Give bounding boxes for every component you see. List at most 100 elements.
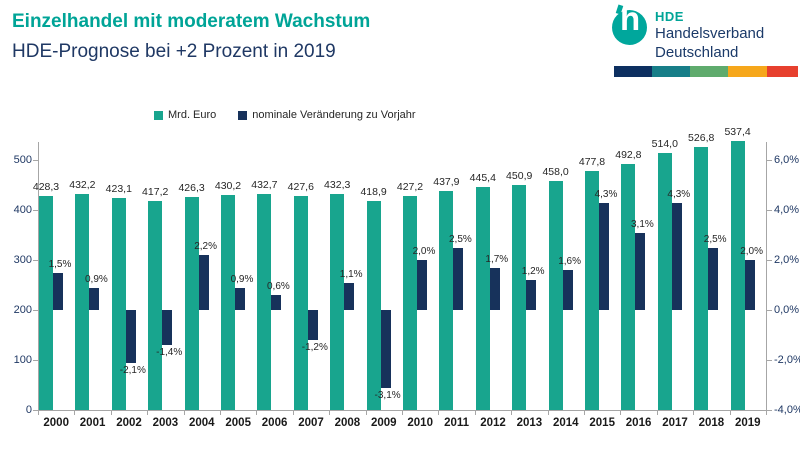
year-label-2016: 2016 bbox=[625, 417, 652, 429]
change-bar-2003 bbox=[162, 310, 173, 345]
left-axis-tick bbox=[33, 360, 38, 361]
x-axis-tick bbox=[547, 411, 549, 415]
left-axis-tick bbox=[33, 260, 38, 261]
revenue-label-2003: 417,2 bbox=[142, 186, 169, 199]
x-axis-tick bbox=[220, 411, 221, 415]
change-label-2014: 1,6% bbox=[558, 256, 581, 267]
logo-name-line2: Deutschland bbox=[655, 44, 739, 61]
year-label-2017: 2017 bbox=[662, 417, 688, 429]
x-axis-tick bbox=[438, 411, 440, 415]
legend-label-revenue: Mrd. Euro bbox=[168, 109, 217, 121]
change-label-2016: 3,1% bbox=[630, 218, 654, 230]
page-title: Einzelhandel mit moderatem Wachstum bbox=[12, 11, 371, 32]
change-bar-2001 bbox=[89, 287, 100, 310]
x-axis-line bbox=[38, 410, 767, 411]
revenue-bar-2009 bbox=[366, 200, 381, 410]
left-axis-label: 400 bbox=[13, 204, 32, 216]
change-label-2011: 2,5% bbox=[448, 233, 472, 245]
revenue-bar-2001 bbox=[75, 193, 90, 410]
revenue-label-2011: 437,9 bbox=[433, 176, 460, 189]
year-label-2007: 2007 bbox=[298, 417, 324, 429]
x-axis-tick bbox=[365, 411, 367, 415]
hde-logo-icon: h bbox=[612, 2, 647, 45]
revenue-bar-2011 bbox=[439, 191, 454, 410]
brand-stripe-segment bbox=[767, 66, 798, 77]
revenue-label-2000: 428,3 bbox=[32, 180, 60, 193]
change-bar-2006 bbox=[271, 295, 282, 310]
revenue-label-2009: 418,9 bbox=[360, 185, 387, 198]
year-label-2002: 2002 bbox=[116, 417, 142, 429]
right-axis-tick bbox=[767, 160, 772, 161]
change-bar-2019 bbox=[744, 260, 755, 310]
year-label-2011: 2011 bbox=[444, 417, 470, 429]
change-label-2017: 4,3% bbox=[667, 188, 691, 200]
year-label-2008: 2008 bbox=[334, 417, 361, 429]
change-bar-2018 bbox=[708, 247, 719, 310]
left-axis-tick bbox=[33, 160, 38, 161]
change-label-2012: 1,7% bbox=[485, 253, 509, 265]
logo-h-letter: h bbox=[620, 0, 641, 37]
change-bar-2007 bbox=[307, 310, 318, 340]
right-axis-label: 6,0% bbox=[774, 154, 800, 166]
x-axis-tick bbox=[38, 411, 39, 415]
revenue-bar-2019 bbox=[730, 141, 745, 410]
change-label-2005: 0,9% bbox=[230, 273, 254, 285]
revenue-label-2012: 445,4 bbox=[469, 172, 496, 185]
revenue-label-2016: 492,8 bbox=[615, 148, 642, 161]
revenue-label-2017: 514,0 bbox=[651, 138, 678, 150]
year-label-2006: 2006 bbox=[261, 417, 288, 429]
right-axis-label: 2,0% bbox=[774, 254, 800, 266]
year-label-2015: 2015 bbox=[589, 417, 615, 429]
right-axis-label: 0,0% bbox=[774, 304, 800, 316]
change-label-2002: -2,1% bbox=[119, 364, 146, 376]
revenue-bar-2017 bbox=[657, 153, 672, 410]
x-axis-tick bbox=[620, 411, 622, 415]
change-bar-2008 bbox=[344, 282, 355, 310]
chart-legend: Mrd. Euro nominale Veränderung zu Vorjah… bbox=[154, 109, 416, 121]
revenue-bar-2018 bbox=[694, 146, 709, 410]
change-bar-2002 bbox=[125, 310, 136, 363]
year-label-2004: 2004 bbox=[188, 417, 215, 429]
year-label-2003: 2003 bbox=[152, 417, 179, 429]
left-axis-label: 300 bbox=[13, 254, 32, 266]
x-axis-tick bbox=[656, 411, 658, 415]
change-label-2006: 0,6% bbox=[266, 281, 290, 292]
brand-stripe-segment bbox=[728, 66, 767, 77]
hde-logo-text: HDE Handelsverband Deutschland bbox=[655, 9, 764, 62]
change-label-2010: 2,0% bbox=[412, 246, 436, 257]
logo-name-line1: Handelsverband bbox=[655, 25, 765, 42]
left-axis-line bbox=[38, 142, 39, 410]
revenue-label-2007: 427,6 bbox=[287, 181, 314, 194]
year-label-2005: 2005 bbox=[225, 417, 251, 429]
change-label-2007: -1,2% bbox=[301, 342, 328, 353]
year-label-2012: 2012 bbox=[480, 417, 506, 429]
x-axis-tick bbox=[511, 411, 513, 415]
revenue-bar-2016 bbox=[621, 163, 636, 410]
change-bar-2004 bbox=[198, 255, 209, 310]
x-axis-tick bbox=[584, 411, 585, 415]
year-label-2019: 2019 bbox=[734, 417, 761, 429]
revenue-bar-2015 bbox=[585, 171, 599, 410]
revenue-label-2018: 526,8 bbox=[688, 131, 715, 144]
change-bar-2013 bbox=[526, 280, 537, 310]
x-axis-tick bbox=[183, 411, 185, 415]
change-bar-2010 bbox=[417, 260, 427, 310]
x-axis-tick bbox=[474, 411, 476, 415]
change-bar-2009 bbox=[380, 310, 391, 388]
revenue-bar-2012 bbox=[475, 187, 490, 410]
x-axis-tick bbox=[110, 411, 112, 415]
x-axis-tick bbox=[147, 411, 149, 415]
left-axis-tick bbox=[33, 310, 38, 311]
left-axis-label: 100 bbox=[13, 354, 32, 366]
revenue-label-2001: 432,2 bbox=[69, 178, 96, 191]
year-label-2010: 2010 bbox=[407, 417, 433, 429]
change-label-2003: -1,4% bbox=[156, 347, 183, 358]
change-bar-2005 bbox=[235, 287, 245, 310]
revenue-bar-2010 bbox=[403, 196, 417, 410]
year-label-2001: 2001 bbox=[79, 417, 106, 429]
legend-item-revenue: Mrd. Euro bbox=[154, 109, 216, 121]
revenue-bar-2002 bbox=[111, 198, 126, 410]
revenue-bar-2013 bbox=[512, 184, 527, 410]
